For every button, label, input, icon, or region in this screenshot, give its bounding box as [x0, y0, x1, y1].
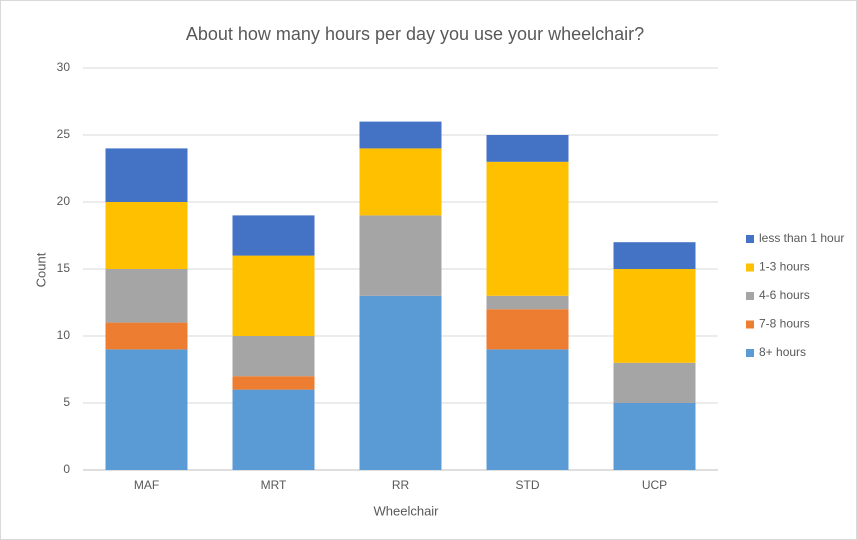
bar-segment — [359, 121, 442, 149]
legend-label: 1-3 hours — [759, 260, 810, 274]
bar-segment — [486, 295, 569, 310]
bar-segment — [359, 295, 442, 470]
bar-segment — [105, 148, 188, 202]
legend-label: 7-8 hours — [759, 317, 810, 331]
legend-label: 4-6 hours — [759, 288, 810, 302]
bar-segment — [232, 389, 315, 470]
bar-segment — [105, 349, 188, 470]
legend-label: less than 1 hour — [759, 231, 844, 245]
legend-label: 8+ hours — [759, 345, 806, 359]
x-tick-label: STD — [516, 478, 540, 492]
bar-segment — [359, 148, 442, 216]
x-axis-title: Wheelchair — [373, 503, 439, 518]
bar-segment — [232, 215, 315, 256]
bar-segment — [613, 362, 696, 403]
y-axis-title: Count — [33, 252, 48, 287]
bar-segment — [232, 255, 315, 336]
legend-swatch — [746, 349, 754, 357]
x-tick-label: MRT — [261, 478, 287, 492]
bar-segment — [486, 161, 569, 296]
bar-segment — [486, 135, 569, 162]
bar-segment — [486, 349, 569, 470]
bar-segment — [613, 269, 696, 363]
bar-segment — [613, 242, 696, 269]
y-tick-label: 30 — [57, 60, 71, 74]
bar-segment — [105, 202, 188, 269]
y-tick-label: 20 — [57, 194, 71, 208]
y-tick-label: 25 — [57, 127, 71, 141]
y-tick-label: 5 — [63, 395, 70, 409]
bar-segment — [232, 376, 315, 390]
y-tick-label: 10 — [57, 328, 71, 342]
legend-swatch — [746, 292, 754, 300]
bar-segment — [105, 322, 188, 350]
y-tick-label: 0 — [63, 462, 70, 476]
bar-segment — [613, 403, 696, 470]
x-tick-label: UCP — [642, 478, 667, 492]
x-tick-label: MAF — [134, 478, 159, 492]
x-tick-label: RR — [392, 478, 410, 492]
bar-segment — [232, 336, 315, 377]
legend-swatch — [746, 263, 754, 272]
bar-segment — [486, 309, 569, 350]
chart-title: About how many hours per day you use you… — [186, 24, 644, 44]
bar-segment — [359, 215, 442, 296]
legend-swatch — [746, 320, 754, 329]
bar-segment — [105, 269, 188, 323]
legend-swatch — [746, 235, 754, 243]
y-tick-label: 15 — [57, 261, 71, 275]
